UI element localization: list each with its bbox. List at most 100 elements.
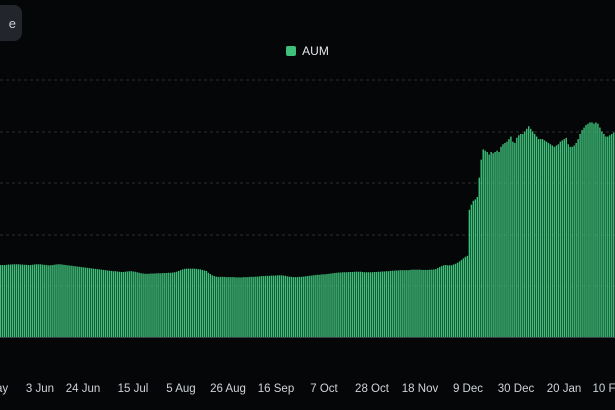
bar[interactable] bbox=[527, 126, 530, 337]
bar[interactable] bbox=[472, 200, 475, 337]
bar[interactable] bbox=[543, 140, 546, 337]
bar[interactable] bbox=[223, 276, 225, 337]
bar[interactable] bbox=[7, 264, 10, 337]
bar[interactable] bbox=[437, 268, 439, 337]
bar[interactable] bbox=[529, 128, 532, 337]
bar[interactable] bbox=[320, 274, 322, 337]
bar[interactable] bbox=[563, 139, 566, 337]
bar[interactable] bbox=[377, 271, 380, 337]
bar[interactable] bbox=[314, 275, 316, 337]
bar[interactable] bbox=[183, 268, 186, 337]
bar[interactable] bbox=[607, 136, 609, 337]
bar[interactable] bbox=[94, 268, 97, 337]
bar[interactable] bbox=[35, 264, 38, 337]
bar[interactable] bbox=[225, 277, 227, 337]
bar[interactable] bbox=[399, 270, 401, 337]
bar[interactable] bbox=[122, 271, 125, 337]
bar[interactable] bbox=[350, 271, 352, 337]
bar[interactable] bbox=[585, 124, 587, 337]
bar[interactable] bbox=[520, 133, 522, 337]
bar[interactable] bbox=[276, 275, 279, 337]
bar[interactable] bbox=[494, 151, 496, 337]
bar[interactable] bbox=[516, 137, 518, 337]
bar[interactable] bbox=[340, 272, 342, 337]
bar[interactable] bbox=[156, 273, 158, 337]
bar[interactable] bbox=[310, 275, 312, 337]
bar[interactable] bbox=[67, 265, 69, 337]
bar[interactable] bbox=[179, 270, 182, 337]
bar[interactable] bbox=[231, 277, 233, 337]
bar[interactable] bbox=[245, 277, 247, 337]
bar[interactable] bbox=[342, 272, 344, 337]
bar[interactable] bbox=[403, 270, 405, 337]
bar[interactable] bbox=[264, 275, 267, 337]
bar[interactable] bbox=[504, 142, 506, 337]
bar[interactable] bbox=[393, 270, 395, 337]
bar[interactable] bbox=[510, 136, 512, 337]
bar[interactable] bbox=[88, 268, 91, 337]
bar[interactable] bbox=[63, 264, 65, 337]
bar[interactable] bbox=[381, 271, 384, 337]
bar[interactable] bbox=[344, 272, 346, 337]
bar[interactable] bbox=[229, 277, 231, 337]
bar[interactable] bbox=[43, 264, 45, 337]
bar[interactable] bbox=[369, 272, 372, 337]
bar[interactable] bbox=[391, 270, 393, 337]
bar[interactable] bbox=[13, 264, 16, 337]
bar[interactable] bbox=[312, 275, 314, 337]
bar[interactable] bbox=[55, 264, 57, 337]
bar[interactable] bbox=[201, 269, 204, 337]
bar[interactable] bbox=[5, 264, 8, 337]
bar[interactable] bbox=[185, 268, 188, 337]
bar[interactable] bbox=[65, 265, 67, 337]
bar[interactable] bbox=[486, 151, 488, 337]
bar[interactable] bbox=[425, 269, 427, 337]
bar[interactable] bbox=[166, 273, 168, 337]
bar[interactable] bbox=[371, 272, 374, 337]
bar[interactable] bbox=[27, 265, 30, 337]
bar[interactable] bbox=[57, 264, 59, 337]
bar[interactable] bbox=[215, 276, 217, 337]
bar[interactable] bbox=[363, 272, 366, 337]
bar[interactable] bbox=[96, 269, 99, 337]
bar[interactable] bbox=[33, 264, 36, 337]
bar[interactable] bbox=[263, 276, 265, 337]
bar[interactable] bbox=[557, 144, 560, 337]
bar[interactable] bbox=[569, 146, 571, 337]
bar[interactable] bbox=[17, 264, 20, 337]
top-menu-button[interactable]: e bbox=[0, 5, 22, 41]
bar[interactable] bbox=[19, 264, 22, 337]
bar[interactable] bbox=[476, 196, 478, 337]
bar[interactable] bbox=[81, 267, 83, 337]
bar[interactable] bbox=[613, 132, 615, 337]
bar[interactable] bbox=[583, 127, 585, 337]
bar[interactable] bbox=[401, 270, 403, 337]
bar[interactable] bbox=[316, 274, 318, 337]
bar[interactable] bbox=[197, 269, 200, 337]
bar[interactable] bbox=[482, 149, 484, 337]
bar[interactable] bbox=[567, 144, 569, 337]
bar[interactable] bbox=[367, 272, 370, 337]
bar[interactable] bbox=[553, 146, 556, 337]
bar[interactable] bbox=[162, 273, 164, 337]
bar[interactable] bbox=[573, 145, 575, 337]
bar[interactable] bbox=[108, 270, 111, 337]
bar[interactable] bbox=[146, 273, 148, 337]
bar[interactable] bbox=[187, 268, 190, 337]
legend-swatch-aum[interactable] bbox=[286, 46, 297, 56]
bar[interactable] bbox=[454, 263, 457, 337]
bar[interactable] bbox=[158, 273, 160, 337]
bar[interactable] bbox=[332, 273, 334, 337]
bar[interactable] bbox=[284, 275, 287, 337]
bar[interactable] bbox=[593, 123, 595, 337]
bar[interactable] bbox=[290, 276, 293, 337]
bar[interactable] bbox=[442, 265, 445, 337]
bar[interactable] bbox=[90, 268, 93, 337]
bar[interactable] bbox=[191, 268, 194, 337]
bar[interactable] bbox=[537, 139, 540, 337]
bar[interactable] bbox=[152, 273, 154, 337]
bar[interactable] bbox=[474, 199, 477, 338]
bar[interactable] bbox=[207, 272, 210, 337]
bar[interactable] bbox=[77, 266, 79, 337]
bar[interactable] bbox=[3, 265, 6, 337]
